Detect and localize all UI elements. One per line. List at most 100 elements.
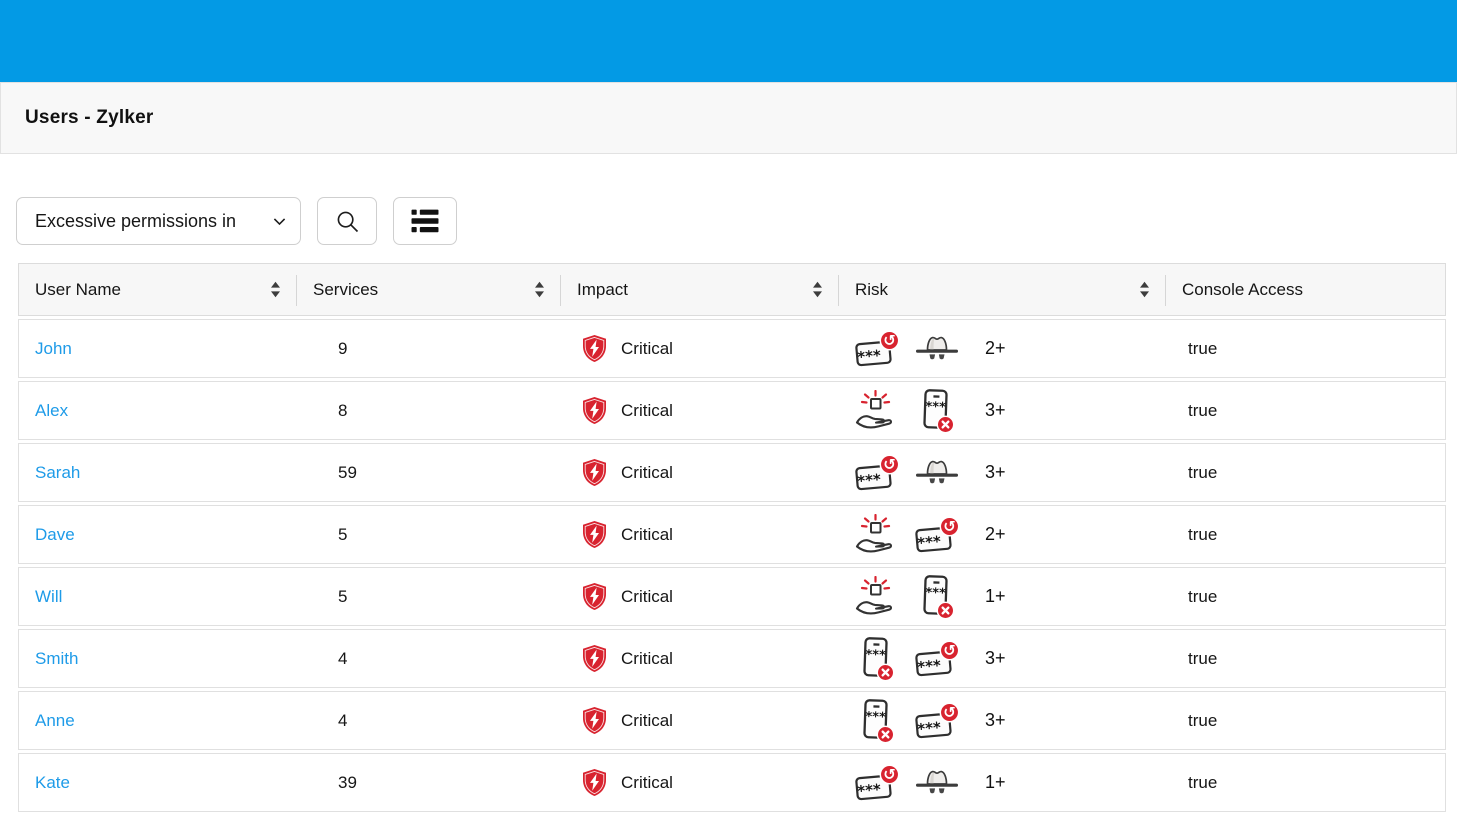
- risk-icon-slot: *** ↺: [915, 702, 959, 740]
- impact-label: Critical: [621, 772, 673, 792]
- impact-cell: Critical: [561, 630, 839, 687]
- services-count-cell: 4: [297, 692, 561, 749]
- risk-icon-slot: ***: [915, 574, 959, 620]
- impact-label: Critical: [621, 524, 673, 544]
- filter-dropdown-value: Excessive permissions in: [35, 210, 237, 231]
- user-name-link[interactable]: Alex: [35, 400, 69, 420]
- services-count-cell: 4: [297, 630, 561, 687]
- user-name-link[interactable]: Will: [35, 586, 63, 606]
- console-access-value: true: [1188, 586, 1218, 606]
- console-access-value: true: [1188, 400, 1218, 420]
- risk-cell: *** ↺ 2+: [839, 320, 1166, 377]
- column-header-label: Impact: [577, 279, 629, 299]
- page-title: Users - Zylker: [25, 107, 154, 128]
- column-header-label: Console Access: [1182, 279, 1303, 299]
- user-name-link[interactable]: Smith: [35, 648, 79, 668]
- user-name-link[interactable]: Kate: [35, 772, 70, 792]
- column-header-console-access: Console Access: [1166, 264, 1447, 315]
- user-name-cell: John: [19, 320, 297, 377]
- services-count: 9: [338, 338, 348, 358]
- user-name-link[interactable]: Dave: [35, 524, 75, 544]
- services-count: 5: [338, 524, 348, 544]
- shield-critical-icon: [581, 458, 608, 487]
- shield-critical-icon: [581, 334, 608, 363]
- services-count: 39: [338, 772, 357, 792]
- svg-text:↺: ↺: [883, 765, 896, 783]
- column-header-user-name[interactable]: User Name: [19, 264, 297, 315]
- table-row: Smith 4 Critical *** *** ↺ 3+ true: [18, 629, 1446, 688]
- user-name-link[interactable]: Anne: [35, 710, 75, 730]
- table-header-row: User Name Services Impact Risk Console Acces…: [18, 263, 1446, 316]
- incognito-hat-icon: [914, 331, 960, 367]
- console-access-value: true: [1188, 524, 1218, 544]
- table-row: Dave 5 Critical *** ↺ 2+ true: [18, 505, 1446, 564]
- incognito-hat-icon: [914, 455, 960, 491]
- password-rotation-icon: *** ↺: [915, 702, 959, 740]
- console-access-cell: true: [1166, 506, 1447, 563]
- impact-cell: Critical: [561, 568, 839, 625]
- top-app-bar: [0, 0, 1457, 82]
- mfa-disabled-icon: ***: [859, 636, 895, 682]
- services-count: 59: [338, 462, 357, 482]
- sort-icon[interactable]: [534, 281, 545, 298]
- password-rotation-icon: *** ↺: [915, 640, 959, 678]
- table-row: Alex 8 Critical *** 3+ true: [18, 381, 1446, 440]
- column-header-label: Services: [313, 279, 379, 299]
- services-count: 4: [338, 710, 348, 730]
- shield-critical-icon: [581, 768, 608, 797]
- svg-text:***: ***: [865, 709, 886, 725]
- risk-icon-slot: [855, 389, 899, 432]
- shield-critical-icon: [581, 520, 608, 549]
- risk-cell: *** ↺ 2+: [839, 506, 1166, 563]
- column-header-label: User Name: [35, 279, 121, 299]
- mfa-disabled-icon: ***: [859, 698, 895, 744]
- sort-icon[interactable]: [812, 281, 823, 298]
- risk-cell: *** 3+: [839, 382, 1166, 439]
- console-access-cell: true: [1166, 382, 1447, 439]
- sort-icon[interactable]: [1139, 281, 1150, 298]
- impact-cell: Critical: [561, 320, 839, 377]
- table-row: John 9 Critical *** ↺ 2+ true: [18, 319, 1446, 378]
- search-button[interactable]: [317, 197, 377, 245]
- risk-cell: *** *** ↺ 3+: [839, 630, 1166, 687]
- risk-icon-slot: [854, 575, 900, 618]
- user-name-cell: Sarah: [19, 444, 297, 501]
- risk-icon-slot: [855, 513, 899, 556]
- privilege-grant-icon: [854, 575, 900, 618]
- impact-label: Critical: [621, 710, 673, 730]
- table-row: Anne 4 Critical *** *** ↺ 3+ true: [18, 691, 1446, 750]
- console-access-value: true: [1188, 648, 1218, 668]
- table-row: Kate 39 Critical *** ↺ 1+ true: [18, 753, 1446, 812]
- console-access-value: true: [1188, 772, 1218, 792]
- column-header-impact[interactable]: Impact: [561, 264, 839, 315]
- svg-text:***: ***: [857, 346, 882, 366]
- column-header-risk[interactable]: Risk: [839, 264, 1166, 315]
- impact-cell: Critical: [561, 692, 839, 749]
- mfa-disabled-icon: ***: [919, 388, 955, 434]
- column-header-services[interactable]: Services: [297, 264, 561, 315]
- svg-text:***: ***: [925, 585, 946, 601]
- user-name-link[interactable]: John: [35, 338, 72, 358]
- services-count-cell: 9: [297, 320, 561, 377]
- console-access-cell: true: [1166, 630, 1447, 687]
- sort-icon[interactable]: [270, 281, 281, 298]
- user-name-link[interactable]: Sarah: [35, 462, 81, 482]
- risk-count: 1+: [985, 586, 1006, 606]
- filter-dropdown[interactable]: Excessive permissions in: [16, 197, 301, 245]
- console-access-value: true: [1188, 710, 1218, 730]
- risk-count: 1+: [985, 772, 1006, 792]
- password-rotation-icon: *** ↺: [855, 454, 899, 492]
- risk-cell: *** ↺ 1+: [839, 754, 1166, 811]
- password-rotation-icon: *** ↺: [855, 330, 899, 368]
- risk-count: 3+: [985, 648, 1006, 668]
- risk-icon-slot: *** ↺: [915, 640, 959, 678]
- list-view-button[interactable]: [393, 197, 457, 245]
- svg-text:***: ***: [917, 656, 942, 676]
- services-count-cell: 39: [297, 754, 561, 811]
- password-rotation-icon: *** ↺: [915, 516, 959, 554]
- console-access-cell: true: [1166, 444, 1447, 501]
- console-access-value: true: [1188, 338, 1218, 358]
- impact-label: Critical: [621, 648, 673, 668]
- services-count: 8: [338, 400, 348, 420]
- table-body: John 9 Critical *** ↺ 2+ true Alex 8 Critical *** 3…: [18, 319, 1446, 812]
